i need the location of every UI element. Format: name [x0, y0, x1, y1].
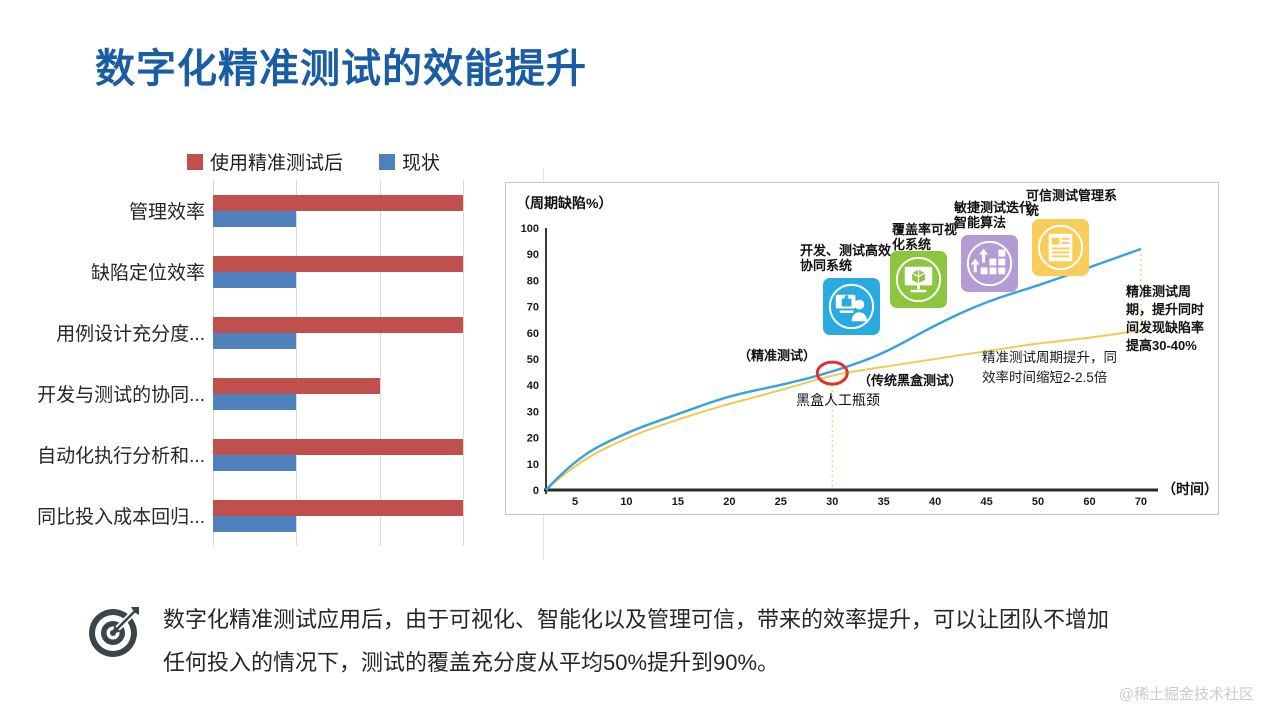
precise-test-label: （精准测试） [738, 348, 817, 363]
bottleneck-label: 黑盒人工瓶颈 [796, 392, 880, 408]
x-tick-label: 45 [980, 496, 992, 508]
page-title: 数字化精准测试的效能提升 [95, 47, 587, 91]
bar-category-label: 自动化执行分析和... [37, 446, 205, 467]
x-tick-label: 5 [572, 496, 578, 508]
x-tick-label: 40 [929, 496, 941, 508]
x-tick-label: 20 [723, 496, 735, 508]
defect-rate-note: 精准测试周期，提升同时间发现缺陷率提高30-40% [1126, 284, 1205, 353]
agile-algorithm-icon [961, 235, 1018, 292]
legend-item: 现状 [379, 148, 440, 175]
y-tick-label: 100 [521, 223, 539, 235]
gridline [296, 180, 298, 546]
watermark: @稀土掘金技术社区 [1118, 686, 1254, 703]
y-tick-label: 80 [527, 275, 539, 287]
x-tick-label: 30 [826, 496, 838, 508]
collaboration-icon [823, 278, 880, 335]
cycle-improvement-note: 精准测试周期提升，同效率时间缩短2-2.5倍 [982, 350, 1117, 385]
x-tick-label: 25 [775, 496, 787, 508]
legend-item: 使用精准测试后 [187, 148, 343, 175]
curve-blackbox-test [545, 329, 1142, 491]
bar-segment [213, 454, 297, 471]
x-tick-label: 70 [1135, 496, 1147, 508]
bar-chart: 使用精准测试后 现状 管理效率缺陷定位效率用例设计充分度... 开发与测试的协同..… [35, 140, 465, 560]
bar-segment [213, 393, 297, 410]
line-chart-panel: 0 10 20 30 40 50 60 70 80 90 100 5 10 15 20 25 30 35 40 45 5… [505, 182, 1219, 515]
y-axis-title: （周期缺陷%） [516, 195, 613, 211]
summary-text-line2: 任何投入的情况下，测试的覆盖充分度从平均50%提升到90%。 [163, 650, 780, 675]
bar-category-label: 管理效率 [128, 202, 205, 223]
x-tick-label: 50 [1032, 496, 1044, 508]
y-tick-label: 0 [533, 485, 539, 497]
line-chart-canvas: 0 10 20 30 40 50 60 70 80 90 100 5 10 15 20 25 30 35 40 45 5… [521, 223, 1158, 508]
y-tick-label: 60 [527, 328, 539, 340]
bar-segment [213, 255, 463, 272]
bar-row [213, 241, 463, 302]
gridline [213, 180, 214, 546]
y-tick-label: 50 [527, 354, 539, 366]
y-tick-label: 90 [527, 249, 539, 261]
summary-text-line1: 数字化精准测试应用后，由于可视化、智能化以及管理可信，带来的效率提升，可以让团队… [163, 607, 1110, 632]
bar-row [213, 363, 463, 424]
bar-chart-plot [213, 180, 464, 546]
bar-row [213, 424, 463, 485]
bar-segment [213, 438, 463, 455]
legend-swatch [187, 153, 203, 170]
bar-chart-legend: 使用精准测试后 现状 [187, 148, 440, 175]
x-tick-label: 10 [620, 496, 632, 508]
y-tick-label: 10 [527, 459, 539, 471]
y-tick-label: 70 [527, 302, 539, 314]
blackbox-test-label: （传统黑盒测试） [858, 373, 963, 388]
gridline [463, 180, 464, 546]
bar-segment [213, 332, 297, 349]
legend-swatch [379, 153, 396, 170]
y-tick-label: 30 [527, 406, 539, 418]
curve-precise-test [545, 247, 1142, 491]
bar-category-label: 缺陷定位效率 [90, 263, 205, 284]
milestone-label-trusted: 可信测试管理系统 [1026, 188, 1118, 218]
bar-segment [213, 377, 380, 394]
bar-segment [213, 210, 297, 227]
x-tick-label: 60 [1083, 496, 1095, 508]
bar-category-label: 用例设计充分度... [56, 324, 205, 345]
milestone-label-agile: 敏捷测试迭代智能算法 [954, 200, 1033, 230]
gridline [379, 180, 381, 546]
y-tick-label: 20 [527, 433, 539, 445]
x-tick-label: 15 [672, 496, 684, 508]
bar-row [213, 485, 463, 546]
milestone-label-collaboration: 开发、测试高效协同系统 [800, 243, 892, 273]
bar-category-label: 同比投入成本回归... [37, 507, 205, 528]
bar-segment [213, 316, 463, 333]
bar-category-label: 开发与测试的协同... [37, 385, 205, 406]
bar-segment [213, 515, 297, 532]
trusted-management-icon [1032, 219, 1089, 276]
bar-segment [213, 194, 463, 211]
bottleneck-circle [815, 360, 849, 386]
coverage-monitor-icon [890, 251, 947, 308]
bar-row [213, 180, 463, 241]
bar-chart-category-labels: 管理效率缺陷定位效率用例设计充分度... 开发与测试的协同... 自动化执行分析和.… [35, 180, 209, 546]
bar-row [213, 302, 463, 363]
bar-segment [213, 499, 463, 516]
x-axis-title: （时间） [1162, 481, 1218, 497]
bar-segment [213, 271, 297, 288]
milestone-label-coverage: 覆盖率可视化系统 [892, 222, 958, 252]
y-tick-label: 40 [527, 380, 539, 392]
target-icon [86, 602, 144, 660]
x-tick-label: 35 [878, 496, 890, 508]
